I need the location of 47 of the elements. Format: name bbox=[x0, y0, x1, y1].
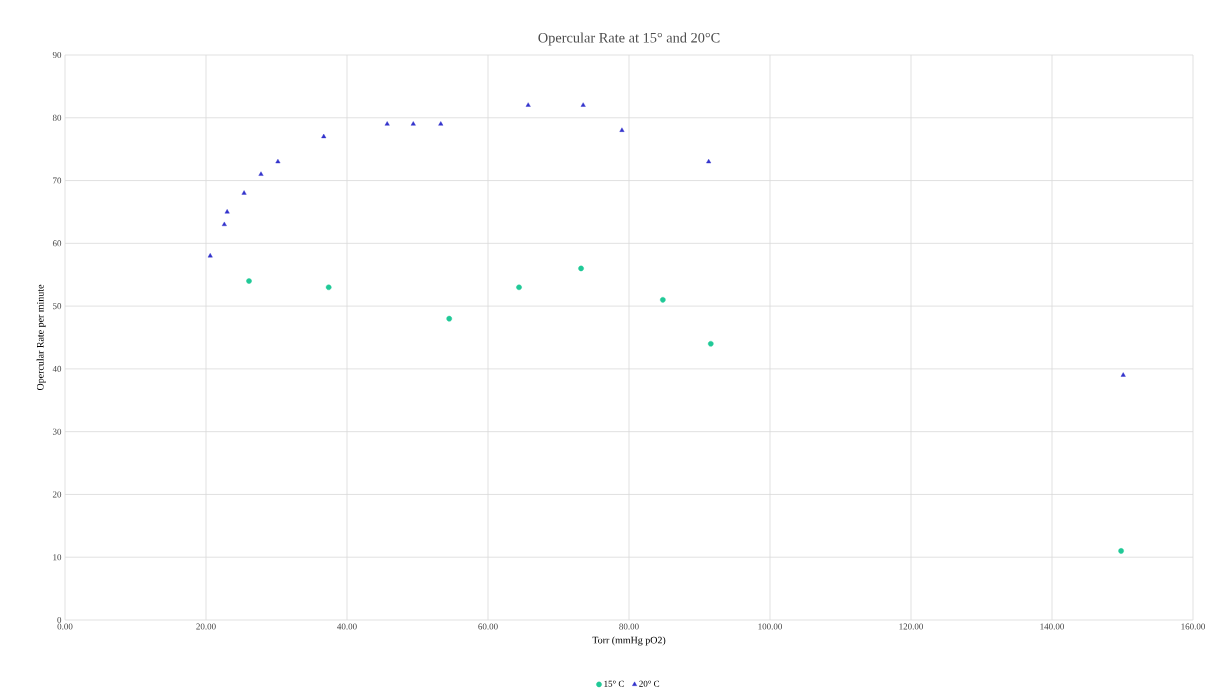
y-tick-label: 60 bbox=[52, 240, 62, 247]
point bbox=[258, 171, 264, 176]
y-tick-label: 80 bbox=[52, 114, 62, 121]
y-tick-label: 0 bbox=[57, 616, 62, 624]
y-tick-label: 40 bbox=[52, 365, 62, 372]
x-tick-label: 40.00 bbox=[337, 623, 357, 630]
point bbox=[410, 121, 416, 126]
x-axis-title: Torr (mmHg pO2) bbox=[592, 636, 666, 646]
point bbox=[438, 121, 444, 126]
y-tick-label: 10 bbox=[53, 554, 62, 561]
point bbox=[275, 158, 281, 164]
point bbox=[224, 209, 230, 214]
y-tick-label: 50 bbox=[53, 303, 62, 310]
x-tick-label: 0.00 bbox=[57, 623, 73, 630]
x-tick-label: 120.00 bbox=[899, 623, 923, 630]
point bbox=[246, 278, 252, 284]
x-tick-label: 160.00 bbox=[1181, 623, 1205, 630]
point bbox=[446, 315, 453, 322]
legend-label: 20° C bbox=[639, 680, 660, 687]
x-tick-label: 20.00 bbox=[196, 623, 216, 630]
point bbox=[325, 284, 332, 291]
point bbox=[1118, 548, 1124, 554]
y-tick-label: 20 bbox=[52, 491, 62, 498]
point bbox=[384, 121, 390, 126]
point bbox=[580, 102, 586, 107]
point bbox=[207, 253, 213, 258]
point bbox=[525, 102, 531, 107]
x-tick-label: 60.00 bbox=[478, 623, 498, 630]
point bbox=[516, 284, 522, 291]
point bbox=[660, 297, 666, 303]
y-tick-label: 70 bbox=[53, 177, 62, 184]
point bbox=[1120, 372, 1126, 377]
point bbox=[619, 127, 625, 132]
point bbox=[241, 190, 247, 195]
point bbox=[321, 133, 327, 139]
y-axis-title: Opercular Rate per minute bbox=[36, 284, 46, 391]
point bbox=[578, 265, 584, 272]
point bbox=[708, 340, 714, 347]
point bbox=[706, 158, 712, 164]
chart-title: Opercular Rate at 15° and 20°C bbox=[538, 32, 720, 46]
y-tick-label: 90 bbox=[52, 51, 62, 59]
x-tick-label: 80.00 bbox=[619, 623, 639, 630]
x-tick-label: 140.00 bbox=[1040, 623, 1064, 630]
point bbox=[221, 221, 227, 226]
legend-label: 15° C bbox=[604, 680, 624, 687]
x-tick-label: 100.00 bbox=[758, 623, 782, 630]
y-tick-label: 30 bbox=[52, 428, 62, 435]
